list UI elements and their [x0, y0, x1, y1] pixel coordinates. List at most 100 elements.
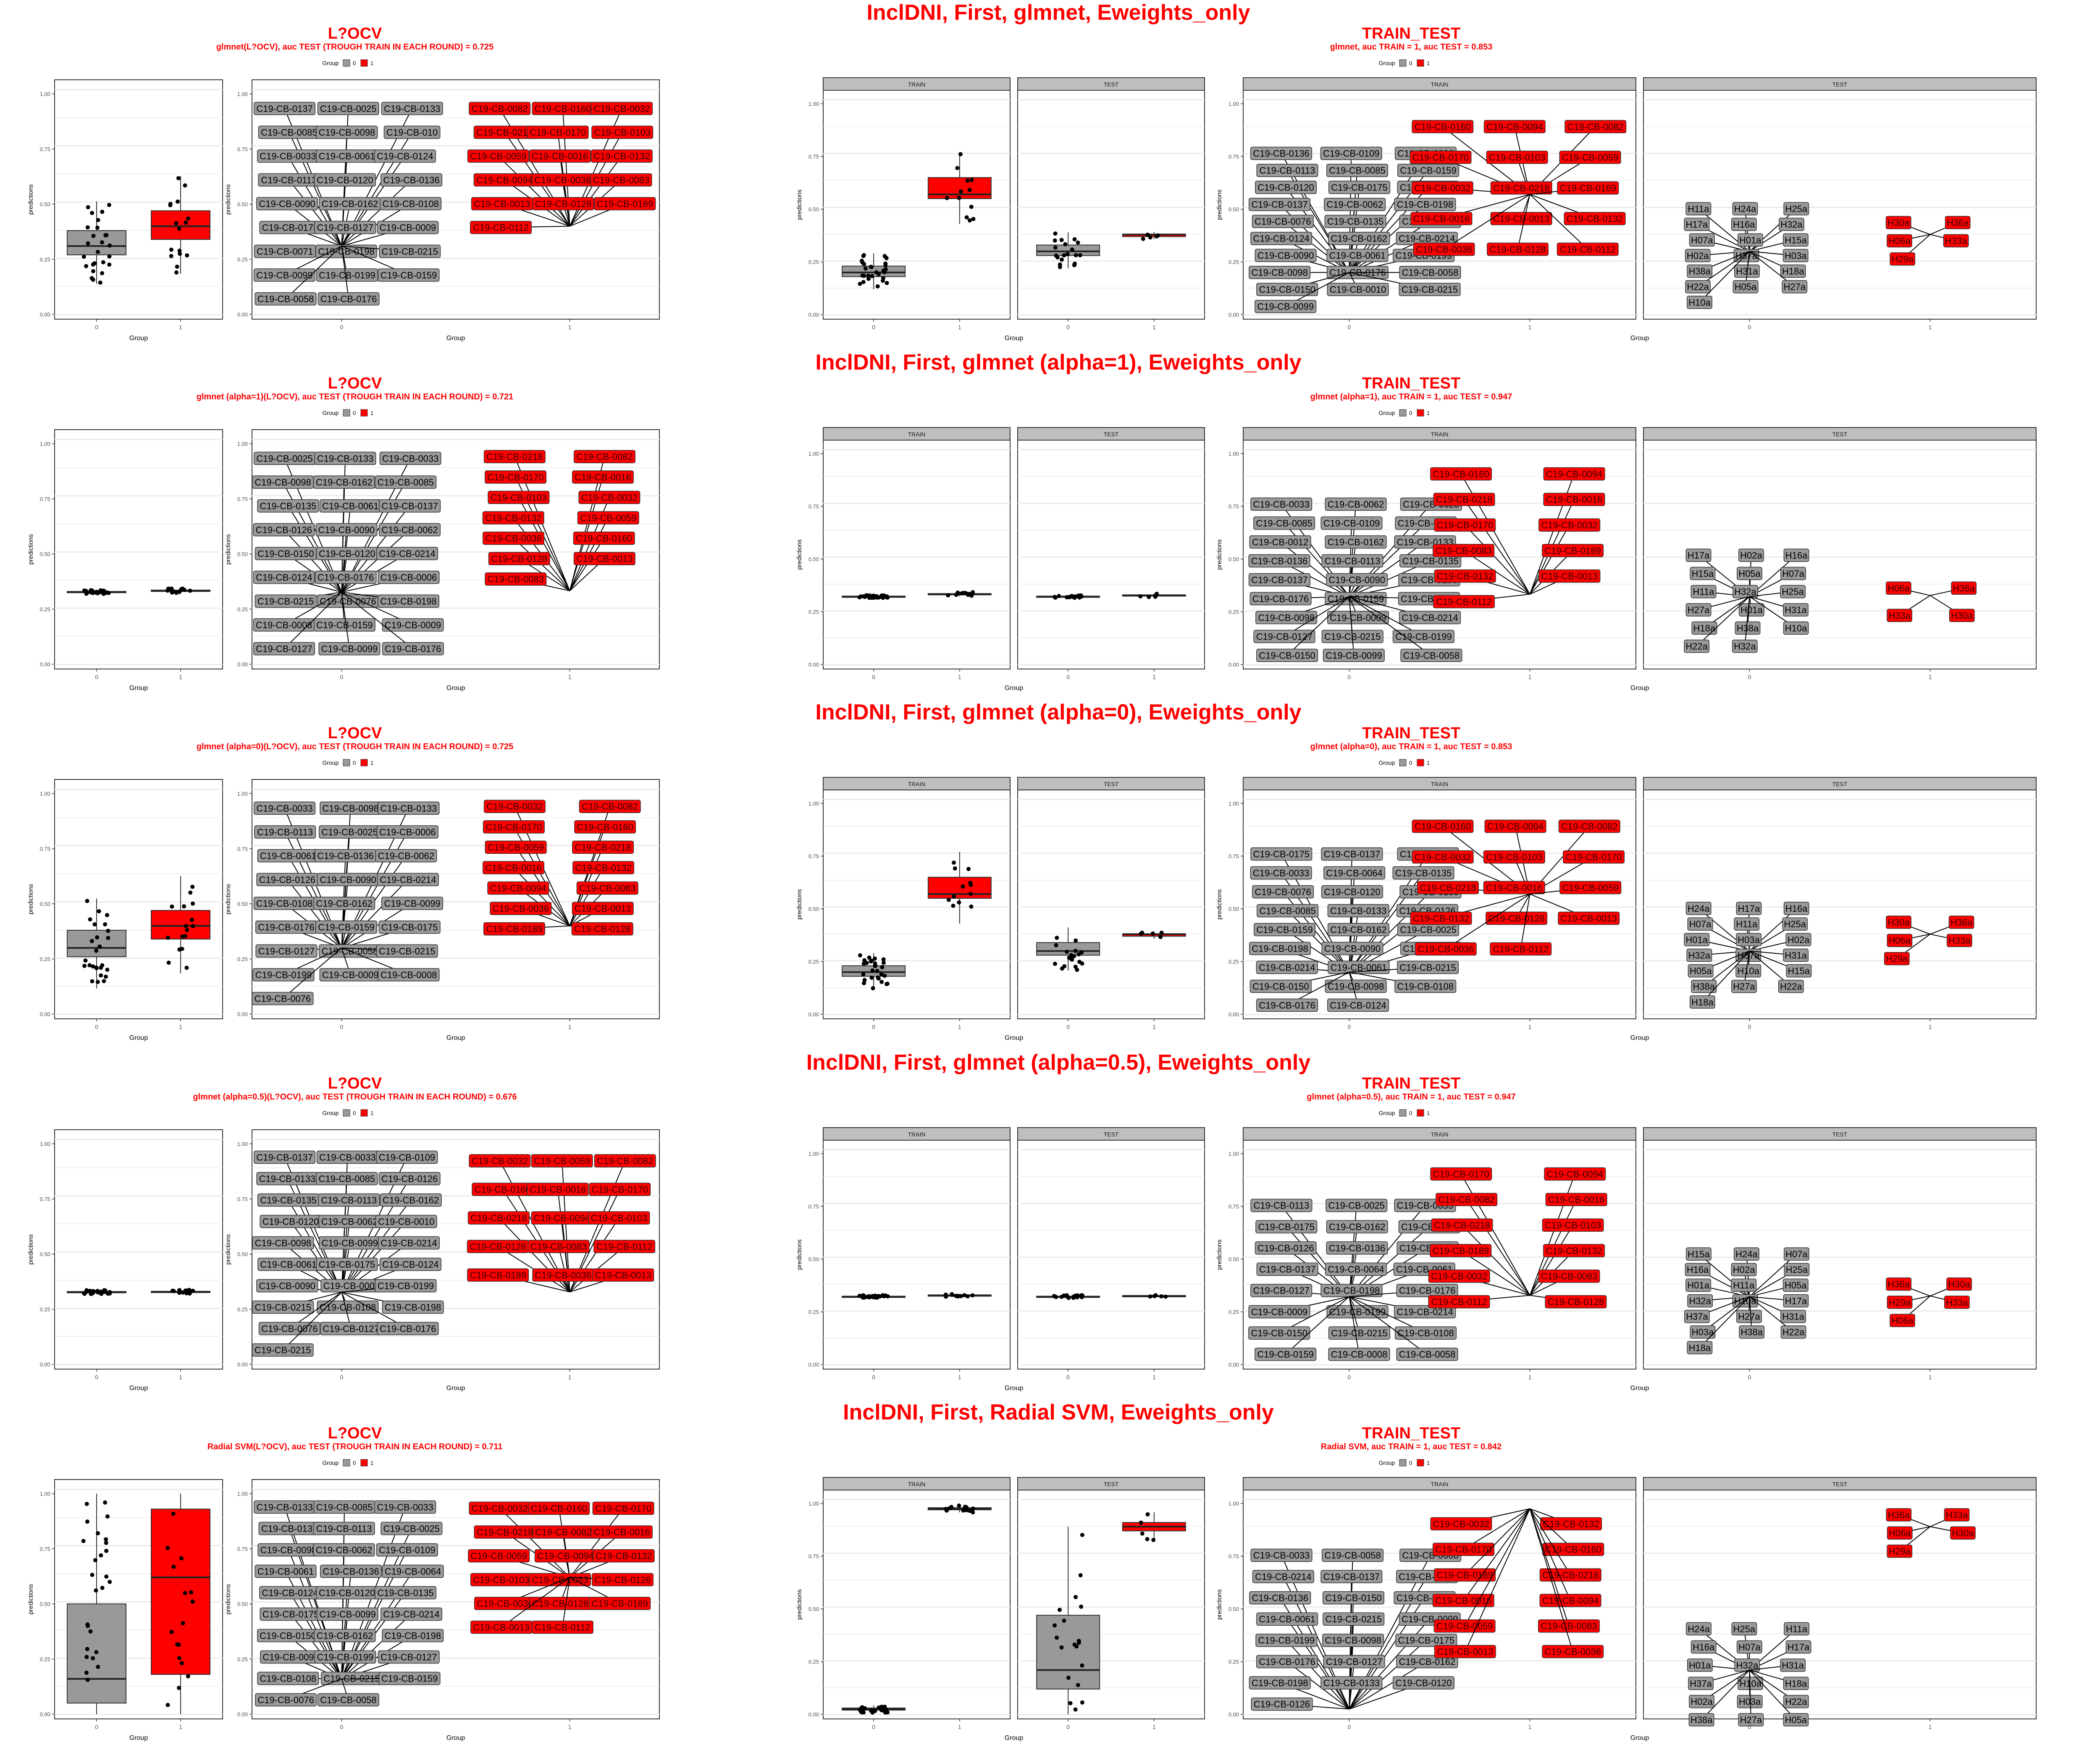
point-label: C19-CB-0032 [472, 1156, 528, 1166]
label-box [377, 594, 439, 608]
y-tick-label: 0.75 [40, 146, 50, 152]
label-box [1255, 249, 1317, 262]
point-label: C19-CB-0033 [260, 151, 316, 162]
data-point [84, 1289, 89, 1294]
data-point [1139, 931, 1143, 936]
point-label: C19-CB-0108 [1397, 1328, 1454, 1338]
data-point [174, 221, 178, 226]
label-box [253, 268, 315, 282]
point-label: C19-CB-0016 [532, 151, 588, 162]
point-label: H33a [1888, 610, 1911, 621]
data-point [182, 904, 186, 909]
point-label: C19-CB-0215 [379, 946, 436, 956]
point-label: H18a [1782, 266, 1804, 277]
point-label: C19-CB-0214 [379, 548, 436, 559]
x-tick-label: 1 [568, 674, 572, 680]
facet-strip [823, 427, 1011, 441]
data-point [1055, 936, 1059, 940]
label-box [1255, 181, 1317, 194]
label-box [1256, 164, 1318, 177]
point-label: C19-CB-0076 [1255, 216, 1311, 227]
data-point [84, 264, 89, 268]
y-tick-label: 0.00 [808, 312, 819, 318]
data-point [106, 929, 110, 933]
data-point [952, 861, 956, 865]
point-label: C19-CB-0170 [1435, 1544, 1492, 1555]
y-tick-label: 0.75 [1228, 154, 1239, 160]
y-tick-label: 0.50 [40, 1601, 50, 1607]
point-label: C19-CB-0036 [485, 533, 542, 543]
y-tick-label: 0.00 [808, 1362, 819, 1368]
data-point [861, 280, 866, 284]
data-point [1053, 245, 1058, 250]
point-label: C19-CB-0083 [1541, 1271, 1598, 1282]
y-tick-label: 0.50 [237, 901, 248, 907]
data-point [1145, 1537, 1150, 1541]
point-label: H25a [1784, 919, 1806, 929]
label-leader [284, 592, 342, 649]
point-label: C19-CB-0127 [258, 946, 315, 956]
point-label: C19-CB-010 [386, 127, 438, 138]
box-group1 [927, 177, 992, 199]
point-label: C19-CB-0176 [1259, 1656, 1315, 1667]
x-tick-label: 0 [95, 1724, 98, 1730]
facet-strip-label: TRAIN [908, 1131, 926, 1138]
x-tick-label: 0 [872, 1724, 875, 1730]
data-point [91, 1656, 95, 1661]
point-label: C19-CB-0175 [319, 1259, 375, 1270]
label-box [1490, 212, 1552, 226]
x-tick-label: 1 [1152, 1374, 1156, 1380]
y-tick-label: 0.25 [40, 256, 50, 262]
point-label: C19-CB-0025 [321, 827, 378, 837]
data-point [1148, 235, 1152, 240]
data-point [1159, 931, 1164, 935]
data-point [85, 225, 90, 230]
label-box [1399, 266, 1461, 279]
point-label: C19-CB-0126 [1254, 1699, 1310, 1710]
x-tick-label: 0 [95, 1374, 98, 1380]
y-tick-label: 0.00 [40, 1711, 50, 1718]
point-label: H11a [1688, 204, 1709, 214]
y-tick-label: 1.00 [1228, 1501, 1239, 1507]
data-point [957, 196, 961, 200]
data-point [102, 979, 106, 984]
point-label: C19-CB-0120 [262, 1216, 319, 1227]
data-point [176, 176, 181, 181]
point-label: C19-CB-0085 [319, 1173, 375, 1184]
point-label: C19-CB-0133 [256, 1502, 313, 1512]
point-label: C19-CB-0214 [381, 1238, 437, 1248]
label-box [375, 475, 437, 489]
point-label: C19-CB-0198 [1323, 1286, 1380, 1296]
x-tick-label: 1 [179, 1724, 182, 1730]
legend-key-1 [360, 59, 368, 67]
point-label: C19-CB-0133 [1323, 1678, 1380, 1688]
point-label: H06a [1889, 935, 1911, 946]
point-label: C19-CB-0133 [317, 453, 374, 464]
x-tick-label: 1 [1528, 674, 1532, 680]
point-label: C19-CB-0120 [319, 1587, 375, 1598]
data-point [881, 957, 886, 962]
point-label: C19-CB-0132 [575, 863, 632, 873]
data-point [1068, 1701, 1073, 1705]
y-axis-title: predictions [1216, 889, 1223, 920]
data-point [971, 1506, 975, 1511]
facet-strip-label: TRAIN [1431, 1131, 1449, 1138]
point-label: C19-CB-0109 [379, 1545, 436, 1555]
y-tick-label: 0.00 [237, 312, 248, 318]
data-point [862, 262, 866, 266]
point-label: C19-CB-0025 [383, 1523, 440, 1534]
data-point [180, 947, 184, 951]
y-axis-title: predictions [225, 1234, 232, 1265]
data-point [871, 986, 875, 991]
x-axis-title: Group [1005, 1034, 1024, 1042]
facet-strip-label: TEST [1104, 81, 1119, 88]
label-box [1782, 249, 1809, 262]
point-label: C19-CB-0025 [1400, 924, 1457, 935]
point-label: C19-CB-0032 [1414, 183, 1471, 193]
row-title: InclDNI, First, glmnet (alpha=0), Eweigh… [815, 700, 1301, 724]
y-tick-label: 0.75 [40, 1546, 50, 1552]
point-label: C19-CB-0032 [1541, 520, 1598, 530]
point-label: C19-CB-0094 [534, 1213, 591, 1223]
label-box [488, 491, 550, 504]
data-point [1073, 1293, 1078, 1298]
